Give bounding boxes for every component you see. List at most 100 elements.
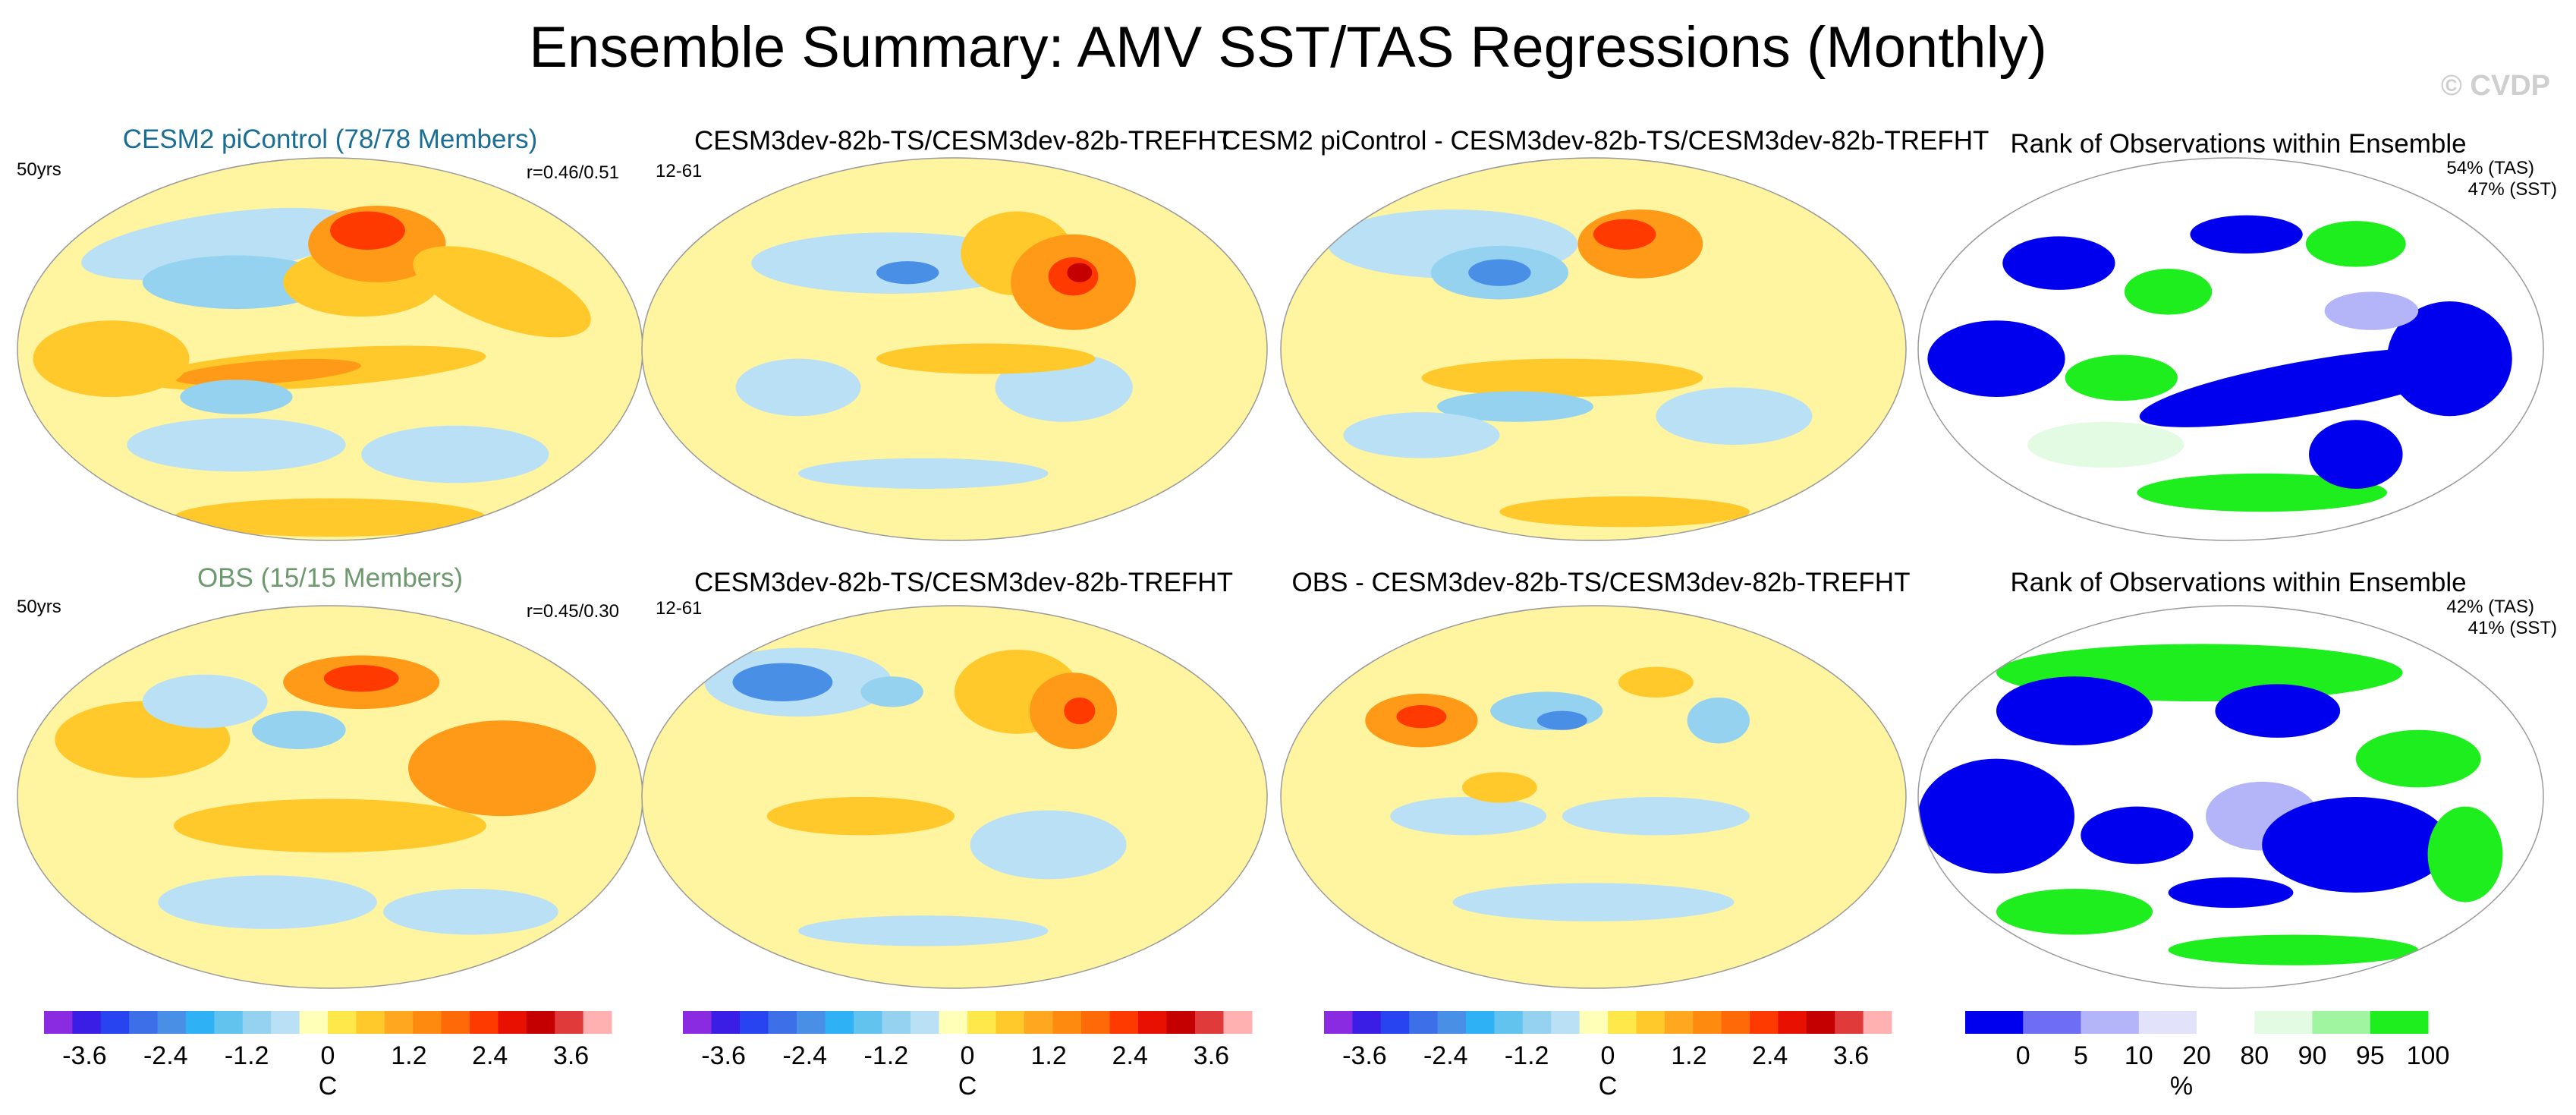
colorbar-tick-label: 1.2 [391, 1041, 426, 1070]
label-r1c4-right1: 54% (TAS) [2446, 158, 2534, 178]
colorbar-tick-label: -3.6 [701, 1041, 746, 1070]
colorbar-temp-2: -3.6 -2.4 -1.2 0 1.2 2.4 3.6 C [1324, 1011, 1892, 1101]
colorbar-swatch [1721, 1011, 1750, 1034]
colorbar-swatch [1551, 1011, 1581, 1034]
colorbar-tick-label: 10 [2125, 1041, 2153, 1070]
colorbar-swatch [1522, 1011, 1552, 1034]
label-r1c2-left: 12-61 [656, 161, 703, 181]
colorbar-tick-label: 1.2 [1031, 1041, 1067, 1070]
colorbar-tick-label: -1.2 [1505, 1041, 1549, 1070]
colorbar-swatch [242, 1011, 272, 1034]
colorbar-swatch [2081, 1011, 2140, 1034]
colorbar-swatch [1024, 1011, 1053, 1034]
colorbar-swatch [1693, 1011, 1722, 1034]
colorbar-swatch [1636, 1011, 1665, 1034]
colorbar-rank: 0 5 10 20 80 90 95 100% [1965, 1011, 2449, 1101]
colorbar-tick-label: 3.6 [1194, 1041, 1229, 1070]
colorbar-swatch [1195, 1011, 1224, 1034]
colorbar-swatch [1965, 1011, 2024, 1034]
colorbar-tick-label: -2.4 [782, 1041, 827, 1070]
colorbar-swatch [1579, 1011, 1609, 1034]
colorbar-swatch [1750, 1011, 1779, 1034]
colorbar-swatch [768, 1011, 797, 1034]
label-r1c4-right2: 47% (SST) [2467, 179, 2557, 200]
colorbar-swatch [1223, 1011, 1253, 1034]
colorbar-swatch [2023, 1011, 2081, 1034]
colorbar-tick-label: 2.4 [1112, 1041, 1148, 1070]
colorbar-tick-label: -3.6 [62, 1041, 107, 1070]
colorbar-tick-label: 3.6 [553, 1041, 589, 1070]
colorbar-swatch [1052, 1011, 1082, 1034]
colorbar-tick-label: -3.6 [1342, 1041, 1387, 1070]
map-panel-5 [642, 606, 1267, 988]
colorbar-swatch [44, 1011, 73, 1034]
label-r2c2-left: 12-61 [656, 598, 703, 619]
colorbar-tick-label: -1.2 [864, 1041, 909, 1070]
colorbar-swatch [157, 1011, 187, 1034]
label-r2c1-left: 50yrs [17, 597, 61, 617]
colorbar-swatch [1166, 1011, 1196, 1034]
colorbar-swatch [797, 1011, 826, 1034]
label-r1c1-right: r=0.46/0.51 [526, 162, 619, 183]
colorbar-swatch [1109, 1011, 1139, 1034]
colorbar-swatch [825, 1011, 854, 1034]
label-r1c1-left: 50yrs [17, 159, 61, 180]
colorbar-swatch [711, 1011, 741, 1034]
label-r2c1-right: r=0.45/0.30 [526, 601, 619, 622]
colorbar-swatch [1437, 1011, 1467, 1034]
colorbar-swatch [470, 1011, 499, 1034]
colorbar-swatch [384, 1011, 414, 1034]
colorbar-swatch [2370, 1011, 2429, 1034]
colorbar-tick-label: 5 [2074, 1041, 2088, 1070]
panel-title-r2c3: OBS - CESM3dev-82b-TS/CESM3dev-82b-TREFH… [1291, 568, 1911, 597]
map-panel-3 [1918, 158, 2543, 540]
colorbar-swatch [1466, 1011, 1495, 1034]
colorbar-swatch [356, 1011, 385, 1034]
colorbar-tick-label: 95 [2356, 1041, 2385, 1070]
colorbar-swatch [526, 1011, 555, 1034]
colorbar-unit: C [319, 1072, 338, 1101]
colorbar-swatch [1863, 1011, 1892, 1034]
colorbar-tick-label: 0 [1601, 1041, 1615, 1070]
colorbar-tick-label: 3.6 [1833, 1041, 1869, 1070]
panel-title-r1c4: Rank of Observations within Ensemble [2010, 129, 2467, 159]
colorbar-swatch [1324, 1011, 1353, 1034]
main-title: Ensemble Summary: AMV SST/TAS Regression… [529, 15, 2047, 80]
colorbar-swatch [995, 1011, 1025, 1034]
colorbar-swatch [498, 1011, 527, 1034]
colorbar-swatch [2254, 1011, 2313, 1034]
colorbar-tick-label: 0 [961, 1041, 975, 1070]
colorbar-swatch [271, 1011, 300, 1034]
colorbar-tick-label: 2.4 [1752, 1041, 1788, 1070]
colorbar-swatch [555, 1011, 584, 1034]
colorbar-swatch [328, 1011, 357, 1034]
colorbar-tick-label: 80 [2240, 1041, 2269, 1070]
colorbar-unit: C [958, 1072, 977, 1101]
panel-title-r1c2: CESM3dev-82b-TS/CESM3dev-82b-TREFHT [694, 126, 1233, 156]
colorbar-swatch [413, 1011, 442, 1034]
colorbar-swatch [100, 1011, 130, 1034]
colorbar-tick-label: 90 [2298, 1041, 2327, 1070]
panel-title-r1c1: CESM2 piControl (78/78 Members) [122, 124, 538, 154]
colorbar-tick-label: 100 [2407, 1041, 2450, 1070]
colorbar-swatch [2197, 1011, 2255, 1034]
colorbar-tick-label: -2.4 [1423, 1041, 1468, 1070]
colorbar-swatch [1380, 1011, 1410, 1034]
map-panel-0 [17, 158, 643, 540]
colorbar-swatch [441, 1011, 470, 1034]
colorbar-swatch [72, 1011, 102, 1034]
colorbar-swatch [1806, 1011, 1835, 1034]
colorbar-swatch [1494, 1011, 1524, 1034]
colorbar-swatch [1081, 1011, 1110, 1034]
colorbar-swatch [1138, 1011, 1167, 1034]
colorbar-swatch [854, 1011, 882, 1034]
map-panel-7 [1918, 606, 2543, 988]
colorbar-swatch [583, 1011, 612, 1034]
watermark: © CVDP [2440, 70, 2550, 102]
colorbar-tick-label: 0 [2016, 1041, 2030, 1070]
colorbar-swatch [129, 1011, 159, 1034]
panel-title-r1c3: CESM2 piControl - CESM3dev-82b-TS/CESM3d… [1222, 126, 1989, 156]
colorbar-tick-label: 0 [321, 1041, 335, 1070]
colorbar-swatch [2138, 1011, 2197, 1034]
